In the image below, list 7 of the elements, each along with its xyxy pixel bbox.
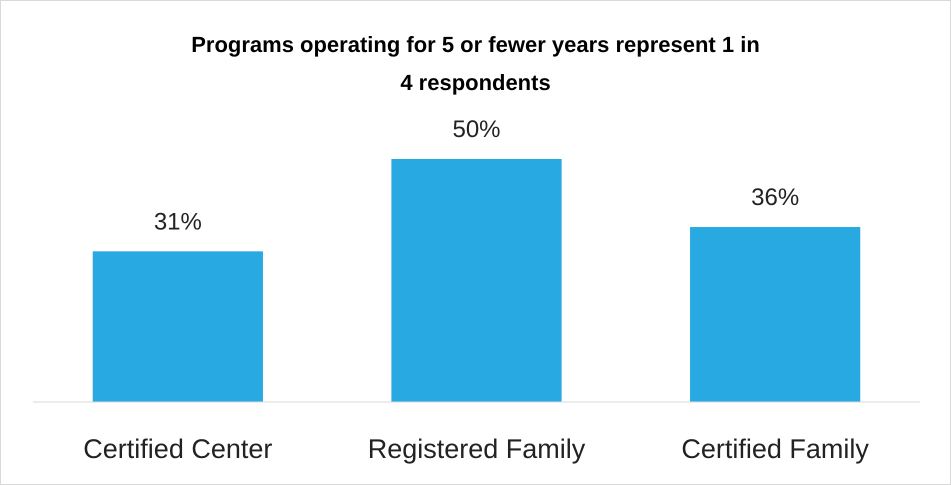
data-label: 50% [452,116,501,143]
x-tick-label: Certified Center [83,434,272,464]
x-tick-label: Certified Family [681,434,870,464]
data-label: 36% [751,184,800,212]
x-tick-label: Registered Family [368,434,586,464]
chart-title: Programs operating for 5 or fewer years represent 1 in 4 respondents [191,32,760,95]
data-label: 31% [154,208,202,236]
